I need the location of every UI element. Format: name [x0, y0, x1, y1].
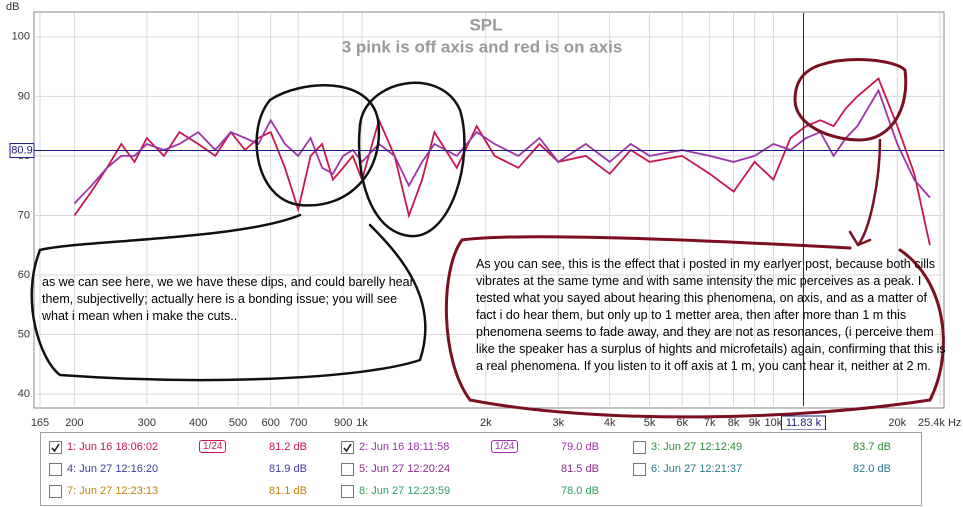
x-tick-label: 10k [765, 417, 783, 429]
legend-entry: 7: Jun 27 12:23:13 81.1 dB [49, 481, 334, 501]
checkbox[interactable] [49, 440, 62, 454]
legend-name: 7: Jun 27 12:23:13 [67, 485, 159, 497]
y-tick-label: 40 [18, 388, 30, 400]
hand-drawn-marks [30, 58, 945, 419]
y-tick-label: 50 [18, 328, 30, 340]
circle [255, 84, 381, 207]
circle [793, 58, 908, 142]
chart-subtitle: 3 pink is off axis and red is on axis [342, 37, 623, 56]
x-tick-label: 5k [644, 417, 656, 429]
arrow-head [848, 230, 872, 247]
x-tick-label: 300 [138, 417, 156, 429]
checkbox[interactable] [341, 462, 354, 476]
y-tick-label: 60 [18, 269, 30, 281]
legend-level: 79.0 dB [561, 441, 599, 453]
y-tick-label: 100 [12, 31, 30, 43]
x-tick-label: 400 [189, 417, 207, 429]
x-tick-label: 165 [31, 417, 49, 429]
cursor-y-label: 80.9 [11, 144, 32, 156]
legend-entry: 1: Jun 16 18:06:02 1/24 81.2 dB [49, 437, 334, 457]
check-mark [51, 443, 60, 452]
legend-level: 78.0 dB [561, 485, 599, 497]
x-tick-label: 600 [262, 417, 280, 429]
legend-name: 8: Jun 27 12:23:59 [359, 485, 451, 497]
checkbox[interactable] [341, 440, 354, 454]
smoothing: 1/24 [199, 440, 227, 453]
annotation: as we can see here, we we have these dip… [42, 275, 414, 323]
arrow [856, 138, 882, 247]
series-line [73, 77, 931, 246]
cursor-label-box [780, 415, 826, 430]
x-tick-label: 1k [356, 417, 368, 429]
y-axis-label: dB [6, 1, 19, 13]
checkbox[interactable] [633, 440, 646, 454]
x-tick-label: 6k [676, 417, 688, 429]
checkbox[interactable] [49, 462, 62, 476]
grid [34, 13, 944, 406]
checkbox[interactable] [49, 484, 62, 498]
legend-entry: 4: Jun 27 12:16:20 81.9 dB [49, 459, 334, 479]
x-tick-label: 3k [552, 417, 564, 429]
legend-level: 81.2 dB [269, 441, 307, 453]
x-tick-label: 7k [704, 417, 716, 429]
legend-entry: 8: Jun 27 12:23:59 78.0 dB [341, 481, 626, 501]
legend-entry: 2: Jun 16 18:11:58 1/24 79.0 dB [341, 437, 626, 457]
chart-title: SPL [469, 15, 502, 34]
circle [357, 81, 466, 238]
x-tick-label: 25.4k Hz [918, 417, 961, 429]
cursor-label-box [9, 143, 35, 159]
x-tick-label: 200 [65, 417, 83, 429]
legend-level: 82.0 dB [853, 463, 891, 475]
legend-level: 83.7 dB [853, 441, 891, 453]
legend-name: 5: Jun 27 12:20:24 [359, 463, 451, 475]
x-tick-label: 8k [728, 417, 740, 429]
smoothing: 1/24 [491, 440, 519, 453]
legend-entry: 3: Jun 27 12:12:49 83.7 dB [633, 437, 918, 457]
note-outline [444, 235, 945, 419]
x-tick-label: 900 [334, 417, 352, 429]
lines [73, 77, 931, 246]
x-tick-label: 500 [229, 417, 247, 429]
note-outline [30, 213, 427, 382]
checkbox[interactable] [633, 462, 646, 476]
check [51, 443, 60, 452]
chart: SPL 3 pink is off axis and red is on axi… [6, 1, 961, 430]
legend-name: 3: Jun 27 12:12:49 [651, 441, 743, 453]
legend-level: 81.1 dB [269, 485, 307, 497]
legend-level: 81.9 dB [269, 463, 307, 475]
series-line [73, 88, 931, 205]
x-tick-label: 700 [289, 417, 307, 429]
cursor-x-label: 11.83 k [786, 417, 822, 429]
x-tick-label: 9k [749, 417, 761, 429]
legend-level: 81.5 dB [561, 463, 599, 475]
legend-entry: 5: Jun 27 12:20:24 81.5 dB [341, 459, 626, 479]
legend-name: 1: Jun 16 18:06:02 [67, 441, 159, 453]
y-tick-label: 90 [18, 90, 30, 102]
check-mark [343, 443, 352, 452]
checkbox[interactable] [341, 484, 354, 498]
legend-name: 4: Jun 27 12:16:20 [67, 463, 159, 475]
legend-panel: 1: Jun 16 18:06:02 1/24 81.2 dB 2: Jun 16 1… [40, 432, 922, 506]
legend-name: 2: Jun 16 18:11:58 [359, 441, 450, 453]
legend-name: 6: Jun 27 12:21:37 [651, 463, 743, 475]
x-tick-label: 2k [480, 417, 492, 429]
x-tick-label: 20k [888, 417, 906, 429]
plot-frame [33, 11, 945, 409]
y-tick-label: 70 [18, 209, 30, 221]
legend-entry: 6: Jun 27 12:21:37 82.0 dB [633, 459, 918, 479]
check [343, 443, 352, 452]
annotation: As you can see, this is the effect that … [476, 257, 946, 373]
x-tick-label: 4k [604, 417, 616, 429]
